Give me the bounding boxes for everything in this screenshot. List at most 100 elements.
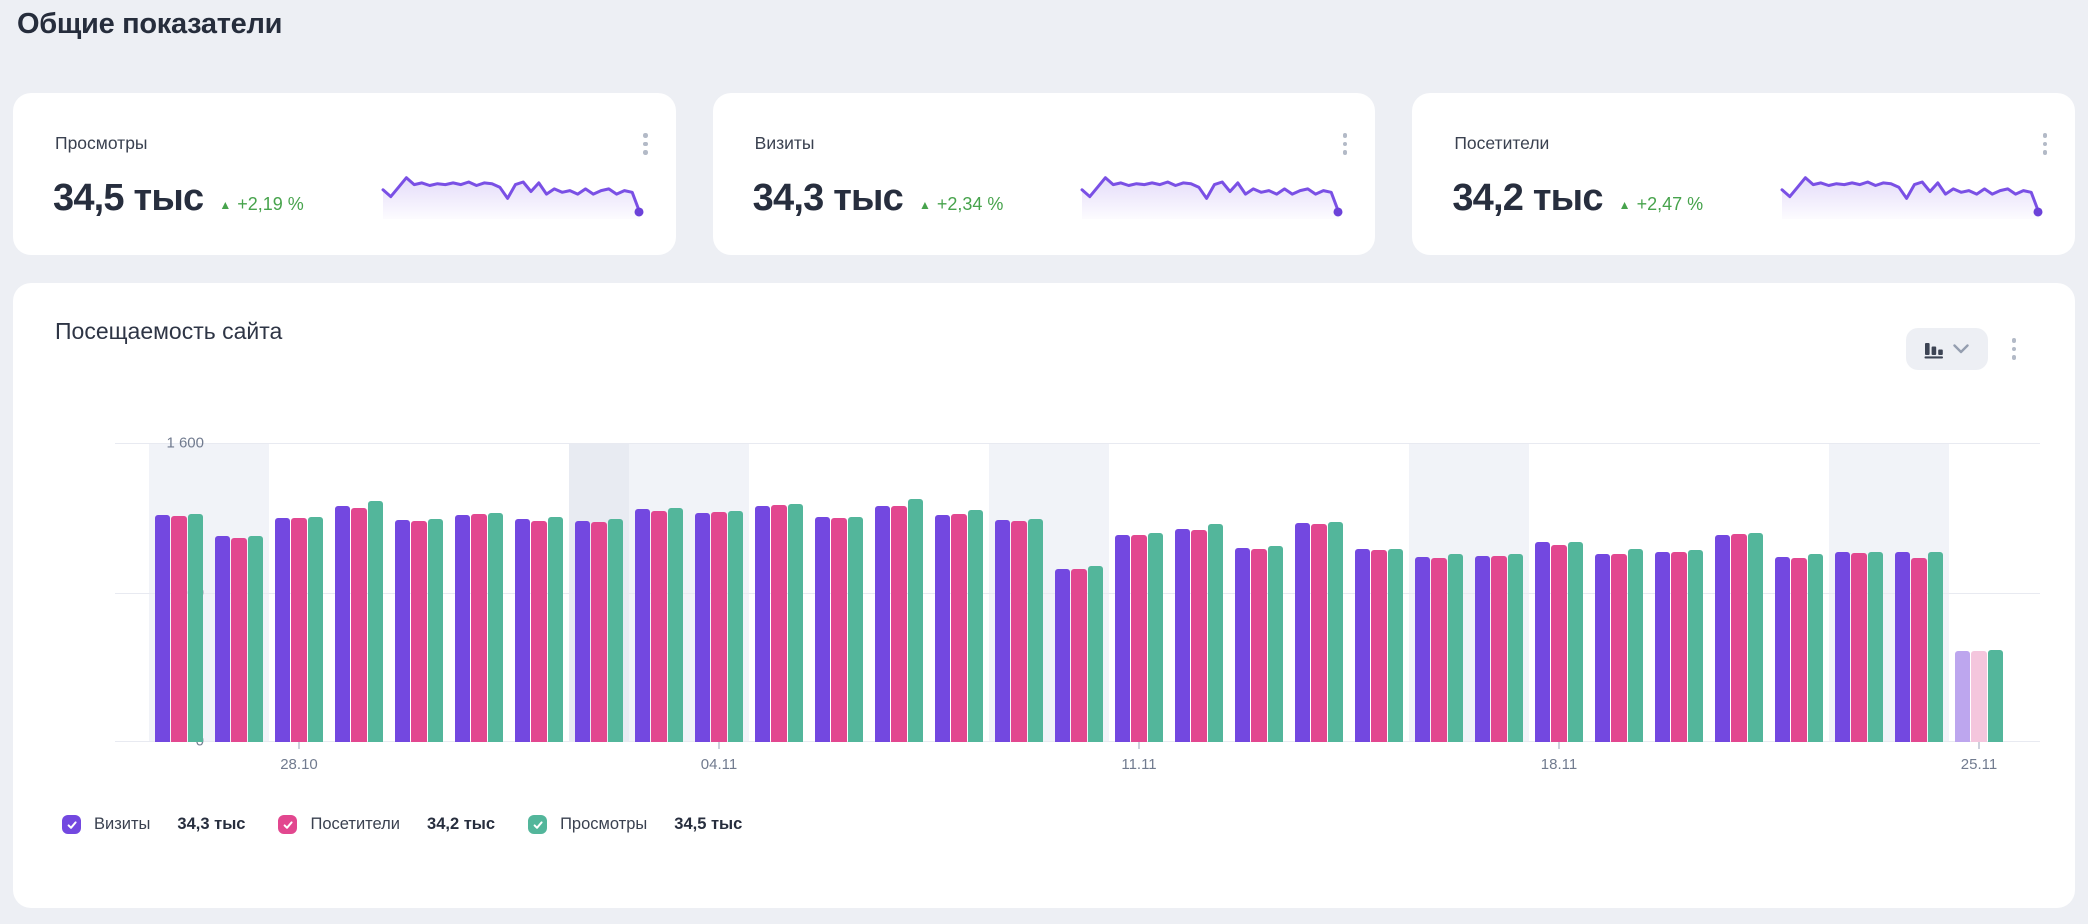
bar-просмотры xyxy=(667,508,684,742)
bar-просмотры xyxy=(1627,548,1644,742)
bar-посетители xyxy=(1731,534,1747,742)
x-axis-tick xyxy=(718,742,720,749)
bar-group xyxy=(1049,443,1109,742)
bar-просмотры xyxy=(1867,552,1884,742)
bar-посетители xyxy=(1851,552,1867,742)
bar-group xyxy=(329,443,389,742)
bar-group xyxy=(1829,443,1889,742)
bar-посетители xyxy=(411,520,427,742)
kpi-value-row: 34,5 тыс ▲ +2,19 % xyxy=(53,177,304,220)
bar-визиты xyxy=(754,506,771,742)
kpi-delta-value: +2,34 % xyxy=(936,194,1004,214)
x-axis-tick xyxy=(1138,742,1140,749)
bar-посетители xyxy=(591,522,607,742)
bar-посетители xyxy=(1671,552,1687,742)
bar-визиты xyxy=(214,536,231,742)
trend-up-icon: ▲ xyxy=(919,198,931,212)
bar-group xyxy=(1889,443,1949,742)
kebab-menu-icon xyxy=(1342,141,1348,146)
bar-group xyxy=(1349,443,1409,742)
bar-group xyxy=(209,443,269,742)
bar-group xyxy=(1529,443,1589,742)
bar-посетители xyxy=(171,515,187,742)
kebab-menu-icon xyxy=(643,141,648,146)
kpi-card: Просмотры 34,5 тыс ▲ +2,19 % xyxy=(13,93,676,255)
kpi-delta: ▲ +2,19 % xyxy=(219,194,303,215)
kpi-row: Просмотры 34,5 тыс ▲ +2,19 % Визиты 34,3 тыс ▲… xyxy=(13,93,2076,255)
bar-визиты xyxy=(814,517,831,742)
kebab-menu-icon xyxy=(1342,133,1348,138)
kpi-menu-button[interactable] xyxy=(1341,131,1350,157)
bar-посетители xyxy=(1491,556,1507,742)
bar-просмотры xyxy=(1927,552,1944,742)
bar-просмотры xyxy=(607,518,624,742)
checkmark-icon xyxy=(533,820,543,829)
kpi-delta-value: +2,19 % xyxy=(237,194,304,214)
kpi-value: 34,3 тыс xyxy=(752,177,904,219)
chart-type-selector[interactable] xyxy=(1905,328,1988,370)
kpi-menu-button[interactable] xyxy=(2041,131,2050,157)
kpi-title: Просмотры xyxy=(55,133,148,153)
bar-group xyxy=(509,443,569,742)
bar-просмотры xyxy=(547,517,564,742)
checkmark-icon xyxy=(67,820,77,829)
bar-просмотры xyxy=(1687,550,1704,742)
bar-group xyxy=(269,443,329,742)
bar-просмотры xyxy=(367,500,384,742)
kebab-menu-icon xyxy=(643,150,648,155)
trend-up-icon: ▲ xyxy=(1618,198,1631,212)
bar-просмотры xyxy=(967,510,984,742)
bar-визиты xyxy=(154,514,171,742)
bar-посетители xyxy=(951,514,967,742)
bar-group xyxy=(1709,443,1769,742)
bar-визиты xyxy=(1714,534,1731,742)
bar-group xyxy=(749,443,809,742)
legend-item[interactable]: Визиты 34,3 тыс xyxy=(62,815,245,834)
bar-посетители xyxy=(1371,549,1387,742)
chart-controls xyxy=(1905,328,2019,370)
legend-item[interactable]: Просмотры 34,5 тыс xyxy=(528,815,742,834)
bar-посетители xyxy=(1551,544,1567,742)
bar-визиты xyxy=(1114,535,1131,742)
bar-просмотры xyxy=(1387,549,1404,742)
legend-item[interactable]: Посетители 34,2 тыс xyxy=(278,815,495,834)
bar-просмотры xyxy=(1147,533,1164,742)
legend-value: 34,2 тыс xyxy=(427,815,496,833)
bar-просмотры xyxy=(1327,521,1344,742)
legend-checkbox[interactable] xyxy=(528,815,548,834)
bar-посетители xyxy=(831,517,847,742)
kebab-menu-icon xyxy=(643,133,648,138)
kpi-menu-button[interactable] xyxy=(641,131,650,157)
bar-визиты xyxy=(1414,557,1431,742)
bar-просмотры xyxy=(787,504,804,742)
bar-посетители xyxy=(1071,569,1087,742)
legend-label: Посетители xyxy=(310,815,401,833)
bar-group xyxy=(1109,443,1169,742)
chart-title: Посещаемость сайта xyxy=(55,318,283,344)
chart-menu-button[interactable] xyxy=(2010,336,2019,362)
bar-визиты xyxy=(1354,549,1371,742)
bar-просмотры xyxy=(1987,650,2004,742)
bar-просмотры xyxy=(1447,553,1464,742)
kebab-menu-icon xyxy=(2042,133,2048,138)
bar-визиты xyxy=(1894,552,1911,742)
kpi-delta-value: +2,47 % xyxy=(1636,194,1704,214)
bar-просмотры xyxy=(307,516,324,742)
bar-group xyxy=(929,443,989,742)
bar-визиты xyxy=(994,520,1011,742)
bar-просмотры xyxy=(907,499,924,742)
bar-посетители xyxy=(1911,557,1927,742)
x-axis-label: 04.11 xyxy=(700,756,738,773)
kebab-menu-icon xyxy=(2042,141,2048,146)
x-axis-label: 11.11 xyxy=(1121,756,1157,773)
bar-просмотры xyxy=(1567,541,1584,742)
legend-checkbox[interactable] xyxy=(278,815,298,834)
bar-посетители xyxy=(1131,535,1147,742)
bar-просмотры xyxy=(1267,545,1284,742)
kpi-card: Посетители 34,2 тыс ▲ +2,47 % xyxy=(1412,93,2076,255)
x-axis-label: 28.10 xyxy=(280,756,318,773)
bar-group xyxy=(449,443,509,742)
bar-просмотры xyxy=(187,514,204,742)
legend-checkbox[interactable] xyxy=(62,815,81,834)
